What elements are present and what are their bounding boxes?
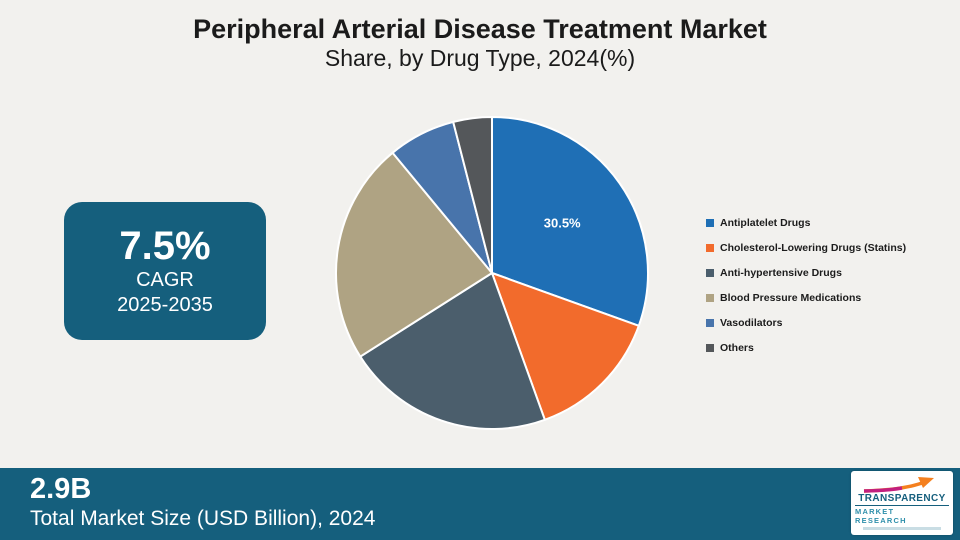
logo-tagline-line	[863, 526, 941, 530]
legend-item: Anti-hypertensive Drugs	[706, 267, 906, 279]
pie-slice-5	[451, 115, 493, 274]
logo-name-line1: TRANSPARENCY	[858, 492, 946, 504]
chart-legend: Antiplatelet Drugs Cholesterol-Lowering D…	[706, 217, 906, 354]
legend-swatch	[706, 269, 714, 277]
legend-item: Vasodilators	[706, 317, 906, 329]
legend-swatch	[706, 319, 714, 327]
pie-slice-0	[491, 115, 649, 328]
pie-chart: 30.5%	[335, 115, 649, 430]
pie-slice-label: 30.5%	[544, 216, 581, 231]
logo-arrow-icon	[863, 476, 934, 493]
legend-item: Others	[706, 342, 906, 354]
pie-slice-1	[490, 271, 641, 422]
cagr-box: 7.5% CAGR 2025-2035	[64, 202, 266, 340]
pie-slice-3	[335, 151, 494, 358]
title-block: Peripheral Arterial Disease Treatment Ma…	[0, 14, 960, 73]
legend-item: Cholesterol-Lowering Drugs (Statins)	[706, 242, 906, 254]
legend-label: Anti-hypertensive Drugs	[720, 267, 842, 279]
legend-label: Antiplatelet Drugs	[720, 217, 811, 229]
footer-value: 2.9B	[30, 473, 92, 505]
cagr-period: 2025-2035	[117, 294, 213, 316]
legend-swatch	[706, 344, 714, 352]
cagr-label: CAGR	[136, 269, 194, 291]
legend-label: Cholesterol-Lowering Drugs (Statins)	[720, 242, 907, 254]
cagr-value: 7.5%	[119, 224, 211, 268]
legend-swatch	[706, 244, 714, 252]
legend-label: Blood Pressure Medications	[720, 292, 862, 304]
page-subtitle: Share, by Drug Type, 2024(%)	[324, 45, 636, 72]
legend-item: Antiplatelet Drugs	[706, 217, 906, 229]
pie-slice-2	[358, 271, 547, 430]
footer-label: Total Market Size (USD Billion), 2024	[30, 506, 376, 530]
footer-bar: 2.9B Total Market Size (USD Billion), 20…	[0, 468, 960, 540]
legend-label: Others	[720, 342, 754, 354]
legend-swatch	[706, 294, 714, 302]
legend-label: Vasodilators	[720, 317, 783, 329]
legend-item: Blood Pressure Medications	[706, 292, 906, 304]
tmr-logo: TRANSPARENCY MARKET RESEARCH	[851, 471, 953, 535]
logo-name-line2: MARKET RESEARCH	[855, 504, 949, 525]
page-title: Peripheral Arterial Disease Treatment Ma…	[193, 14, 767, 44]
legend-swatch	[706, 219, 714, 227]
